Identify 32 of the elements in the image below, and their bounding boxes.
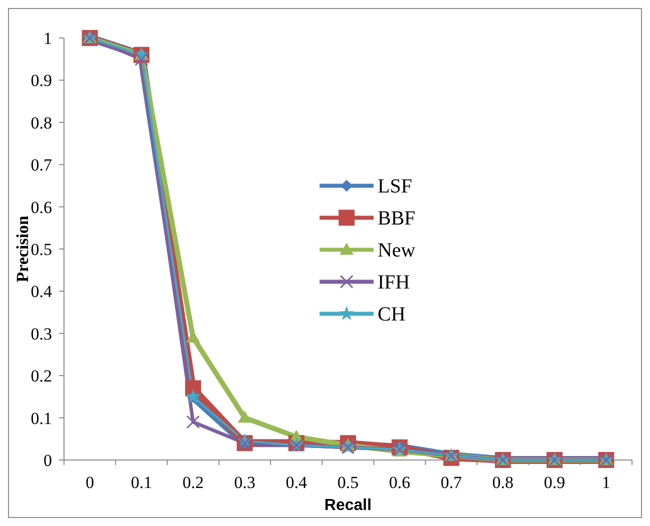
legend-label: LSF (378, 176, 412, 198)
x-tick-label: 0.3 (234, 473, 256, 492)
x-axis-title: Recall (324, 497, 372, 514)
y-tick-label: 0.9 (30, 71, 52, 90)
y-tick-label: 0.6 (30, 198, 52, 217)
x-tick-label: 0.6 (389, 473, 410, 492)
x-tick-label: 1 (602, 473, 610, 492)
y-tick-label: 0.2 (30, 366, 52, 386)
x-tick-label: 0.2 (182, 473, 204, 492)
y-tick-label: 0.3 (30, 324, 52, 344)
y-tick-label: 0.5 (30, 240, 52, 259)
point (134, 52, 148, 66)
point (238, 410, 252, 423)
y-tick-label: 0.7 (30, 156, 52, 175)
y-tick-label: 0 (44, 450, 52, 470)
x-tick-label: 0.1 (130, 473, 152, 492)
x-tick-label: 0.8 (492, 473, 514, 492)
y-tick-label: 0.1 (30, 408, 52, 428)
x-tick-label: 0.7 (440, 473, 462, 492)
x-tick-label: 0.5 (337, 473, 359, 492)
y-tick-label: 1 (44, 28, 52, 48)
y-axis-title: Precision (13, 215, 32, 282)
point (186, 415, 200, 429)
y-tick-label: 0.4 (30, 282, 52, 302)
legend-label: BBF (378, 208, 416, 230)
x-tick-label: 0.4 (286, 473, 308, 492)
x-tick-label: 0.9 (544, 473, 566, 492)
legend-label: CH (378, 304, 406, 326)
x-tick-label: 0 (86, 473, 94, 492)
legend-label: IFH (378, 272, 410, 294)
legend-label: New (378, 240, 416, 262)
y-tick-label: 0.8 (30, 113, 52, 132)
